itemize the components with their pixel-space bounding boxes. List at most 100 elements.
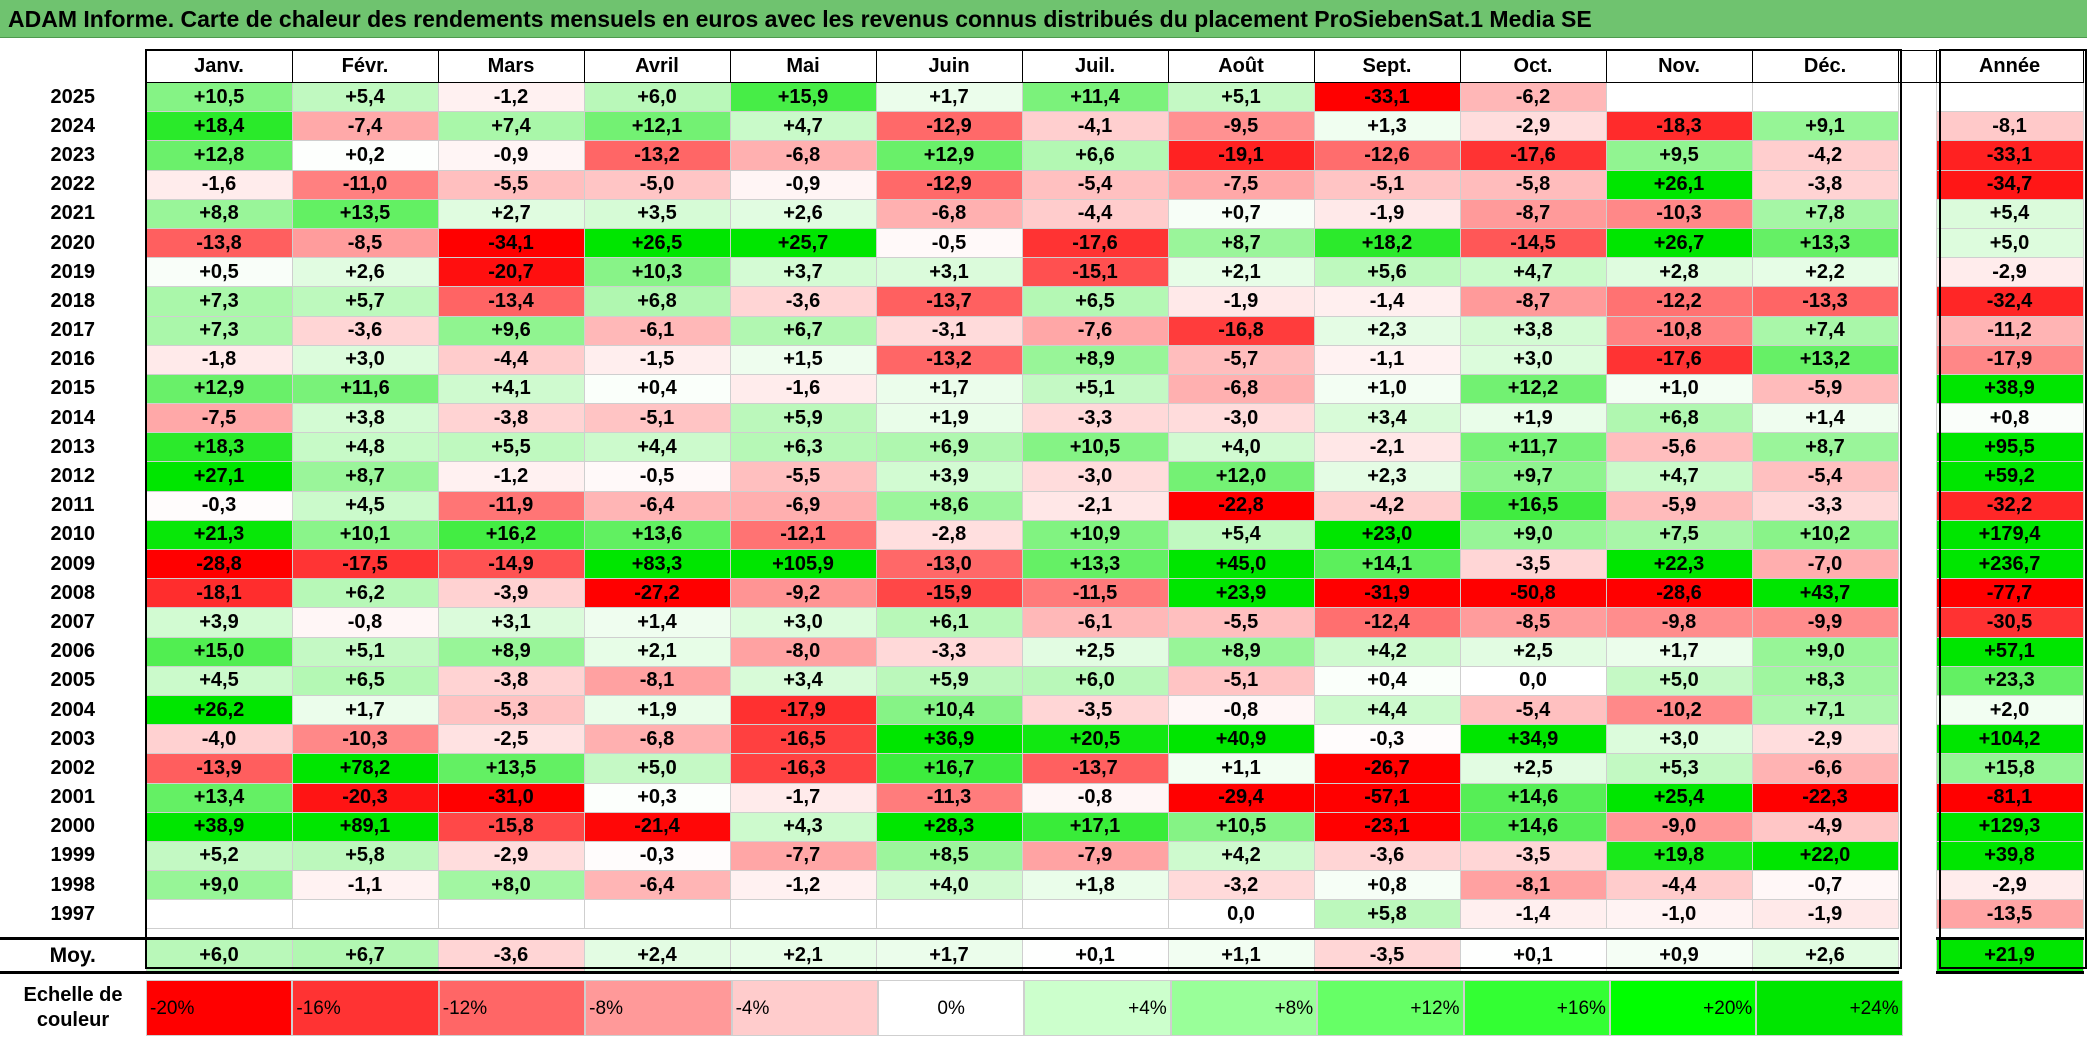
month-cell: +2,1 [583,636,731,667]
month-cell: -5,7 [1167,344,1315,375]
month-cell: +0,4 [583,373,731,405]
month-cell: +10,3 [583,257,731,288]
average-cell: +0,9 [1605,937,1753,975]
month-cell: -29,4 [1167,782,1315,813]
month-cell: +6,2 [291,578,439,609]
annual-cell: +15,8 [1935,753,2084,784]
average-cell: +2,6 [1751,937,1899,975]
month-cell: +6,8 [1605,403,1753,434]
column-gap [1898,374,1936,404]
month-cell: +5,7 [291,286,439,317]
month-cell: +5,1 [1167,81,1315,113]
average-cell: -3,6 [437,937,585,975]
month-cell: +1,9 [875,403,1023,434]
year-label: 2025 [50,85,96,108]
month-cell: -6,8 [729,140,877,171]
month-cell: +0,7 [1167,198,1315,229]
annual-cell: +38,9 [1935,373,2084,405]
month-cell: +8,0 [437,870,585,901]
month-cell: +8,7 [1167,227,1315,259]
month-cell [1021,899,1169,930]
month-cell: -11,9 [437,490,585,521]
year-label: 1998 [50,873,96,896]
month-cell: +5,8 [291,840,439,872]
month-cell: -5,1 [1167,665,1315,696]
year-label: 2022 [50,173,96,196]
month-cell: +2,7 [437,198,585,229]
month-cell: -21,4 [583,811,731,842]
month-cell [291,899,439,930]
month-cell: +2,5 [1021,636,1169,667]
color-scale-stop: +8% [1170,980,1318,1036]
month-cell: -9,9 [1751,607,1899,638]
month-cell: -5,5 [729,461,877,492]
annual-cell: -30,5 [1935,607,2084,638]
average-row: Moy. +6,0 +6,7 -3,6 +2,4 +2,1 +1,7 +0,1 +1,1 -3,5… [0,937,2084,975]
month-cell: +22,0 [1751,840,1899,872]
month-cell: +11,7 [1459,432,1607,463]
month-cell [1605,81,1753,113]
month-cell: +9,0 [1751,636,1899,667]
annual-cell: +39,8 [1935,840,2084,872]
month-cell: -6,8 [583,724,731,755]
year-label: 2018 [50,289,96,312]
annual-cell: -77,7 [1935,578,2084,609]
month-cell: +7,4 [437,111,585,142]
month-cell: -3,6 [1313,840,1461,872]
average-cell: -3,5 [1313,937,1461,975]
month-cell: +12,0 [1167,461,1315,492]
annual-cell: +179,4 [1935,519,2084,551]
table-row: 2018 +7,3 +5,7 -13,4 +6,8 -3,6 -13,7 +6,5 -1,9 -1… [0,286,2084,317]
table-row: 2024 +18,4 -7,4 +7,4 +12,1 +4,7 -12,9 -4,1 -9,5 +… [0,111,2084,142]
month-cell: +13,3 [1751,227,1899,259]
month-cell: -13,7 [875,286,1023,317]
month-cell: +4,0 [875,870,1023,901]
month-cell: -1,9 [1751,899,1899,930]
month-cell: -3,5 [1021,694,1169,726]
month-cell: -9,8 [1605,607,1753,638]
month-cell: +8,7 [291,461,439,492]
month-cell: -12,6 [1313,140,1461,171]
color-scale-stop: +12% [1317,980,1464,1036]
month-header: Nov. [1605,50,1753,83]
month-cell: +1,7 [875,373,1023,405]
column-gap [1898,938,1936,973]
annual-cell: -2,9 [1935,870,2084,901]
column-gap [1898,695,1936,725]
month-cell: +14,6 [1459,782,1607,813]
month-cell: +83,3 [583,548,731,580]
month-cell: +4,5 [145,665,293,696]
month-cell: +13,3 [1021,548,1169,580]
annual-cell: +5,4 [1935,198,2084,229]
month-cell: +11,6 [291,373,439,405]
average-cell: +1,1 [1167,937,1315,975]
column-gap [1898,82,1936,112]
month-cell: 0,0 [1167,899,1315,930]
month-cell: +5,1 [1021,373,1169,405]
year-label: 2016 [50,348,96,371]
color-scale-stop: +20% [1609,980,1757,1036]
month-cell: -8,1 [583,665,731,696]
month-cell: +23,9 [1167,578,1315,609]
month-cell: +1,0 [1313,373,1461,405]
column-gap [1898,549,1936,579]
column-gap [1898,432,1936,462]
month-cell: +15,0 [145,636,293,667]
month-cell: +28,3 [875,811,1023,842]
spacer-row [0,928,2083,939]
table-row: 1998 +9,0 -1,1 +8,0 -6,4 -1,2 +4,0 +1,8 -3,2 +0,8… [0,870,2084,901]
column-gap [1898,666,1936,696]
year-label: 2012 [50,465,96,488]
month-cell: +13,5 [437,753,585,784]
month-cell: -3,3 [875,636,1023,667]
annual-cell: -33,1 [1935,140,2084,171]
month-cell: -1,1 [1313,344,1461,375]
column-gap [1898,870,1936,900]
month-cell: -6,8 [875,198,1023,229]
month-cell: -0,9 [729,169,877,200]
table-row: 2014 -7,5 +3,8 -3,8 -5,1 +5,9 +1,9 -3,3 -3,0 +3,4… [0,403,2084,434]
month-cell: +5,9 [875,665,1023,696]
month-cell: +4,0 [1167,432,1315,463]
month-cell: -5,4 [1459,694,1607,726]
month-cell: -1,2 [729,870,877,901]
